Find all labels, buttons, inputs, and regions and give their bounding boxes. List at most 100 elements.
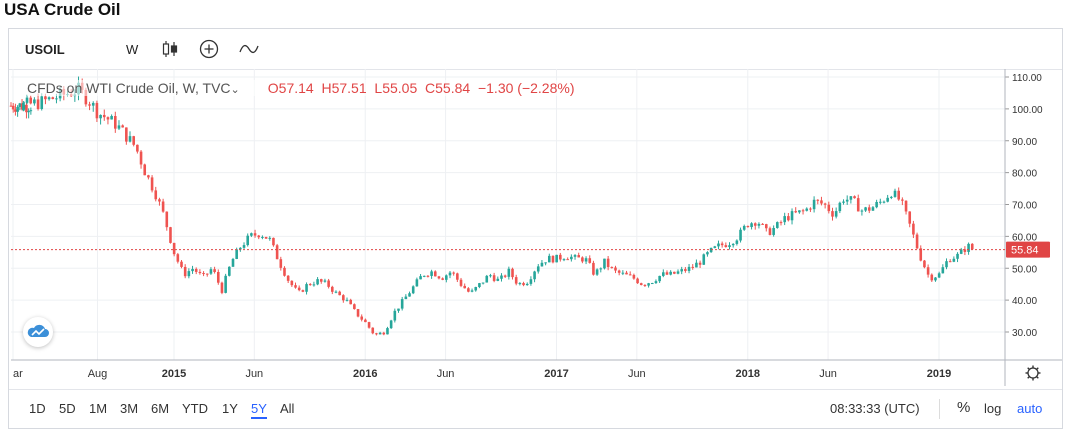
candle-body	[290, 280, 294, 286]
candle-body	[570, 256, 573, 260]
range-1y[interactable]: 1Y	[222, 401, 238, 416]
candle-body	[720, 243, 724, 246]
candle-body	[776, 222, 779, 228]
y-tick-label: 100.00	[1012, 105, 1043, 116]
candle-body	[228, 266, 231, 276]
candle-body	[360, 316, 364, 320]
candle-body	[375, 333, 378, 335]
y-tick-label: 110.00	[1012, 73, 1042, 84]
candle-body	[242, 245, 246, 248]
candle-body	[643, 284, 647, 286]
x-tick-label: Jun	[628, 368, 646, 380]
compare-icon[interactable]	[238, 38, 260, 60]
candle-body	[400, 299, 404, 309]
candle-body	[128, 136, 132, 142]
candles-icon[interactable]	[159, 38, 181, 60]
candle-body	[40, 96, 44, 109]
symbol-search[interactable]: USOIL	[25, 42, 65, 57]
candle-body	[658, 275, 661, 282]
candle-body	[55, 98, 58, 100]
auto-scale-button[interactable]: auto	[1017, 401, 1043, 416]
candle-body	[16, 106, 19, 112]
x-tick-label: 2015	[162, 368, 186, 380]
candle-body	[764, 224, 768, 229]
log-scale-button[interactable]: log	[984, 401, 1002, 416]
candle-body	[261, 236, 264, 238]
range-1m[interactable]: 1M	[89, 401, 108, 416]
y-tick-label: 50.00	[1012, 264, 1037, 275]
candle-body	[948, 261, 952, 263]
candle-body	[787, 216, 790, 221]
add-indicator-icon[interactable]	[198, 38, 220, 60]
candle-body	[647, 283, 650, 286]
candle-body	[29, 97, 33, 104]
range-5d[interactable]: 5D	[59, 401, 76, 416]
interval-selector[interactable]: W	[126, 42, 139, 57]
candle-body	[625, 272, 628, 275]
candle-body	[470, 290, 474, 292]
range-all[interactable]: All	[280, 401, 295, 416]
candle-body	[441, 278, 444, 280]
candle-body	[779, 222, 783, 224]
y-tick-label: 40.00	[1012, 296, 1037, 307]
chevron-down-icon[interactable]: ⌄	[230, 84, 240, 96]
candle-body	[176, 254, 180, 262]
candle-body	[172, 242, 176, 255]
range-ytd[interactable]: YTD	[182, 401, 208, 416]
y-tick-label: 60.00	[1012, 232, 1037, 243]
candle-body	[33, 99, 36, 104]
candle-body	[555, 254, 558, 263]
candle-body	[125, 127, 128, 142]
legend-description[interactable]: CFDs on WTI Crude Oil, W, TVC	[27, 80, 231, 96]
candle-body	[202, 273, 205, 275]
candle-body	[419, 276, 422, 280]
candle-body	[812, 199, 816, 210]
price-chart[interactable]: 110.00 100.00 90.00 80.00 70.00 60.00 50.00 40.…	[9, 69, 1062, 389]
range-5y[interactable]: 5Y	[251, 401, 267, 419]
candle-body	[312, 284, 316, 286]
candle-body	[871, 207, 875, 211]
range-toolbar: 1D 5D 1M 3M 6M YTD 1Y 5Y All 08:33:33 (U…	[9, 389, 1062, 430]
x-tick-label: ar	[13, 368, 23, 380]
candle-body	[739, 229, 742, 241]
candle-body	[904, 200, 908, 212]
candle-body	[890, 196, 893, 198]
candle-body	[426, 275, 430, 277]
candle-body	[827, 204, 831, 212]
candle-body	[330, 286, 334, 292]
candle-body	[746, 225, 750, 228]
candle-body	[952, 258, 956, 262]
candle-body	[893, 190, 897, 197]
range-6m[interactable]: 6M	[151, 401, 170, 416]
candle-body	[139, 151, 143, 165]
y-tick-label: 30.00	[1012, 328, 1037, 339]
clock-time[interactable]: 08:33:33 (UTC)	[830, 401, 920, 416]
candle-body	[603, 258, 606, 269]
candle-body	[305, 284, 308, 292]
candle-body	[47, 97, 51, 100]
range-3m[interactable]: 3M	[120, 401, 139, 416]
candle-body	[231, 258, 235, 267]
percent-scale-button[interactable]: %	[957, 399, 971, 416]
candle-body	[110, 116, 113, 120]
candle-body	[834, 211, 838, 217]
candle-body	[319, 279, 323, 282]
tradingview-logo[interactable]	[23, 317, 53, 347]
candle-body	[356, 309, 360, 317]
candle-body	[599, 268, 603, 270]
range-1d[interactable]: 1D	[29, 401, 46, 416]
candle-body	[404, 296, 408, 300]
candle-body	[216, 272, 220, 283]
candle-body	[411, 286, 415, 294]
candle-body	[592, 262, 595, 275]
last-price-badge	[1006, 241, 1050, 258]
candle-body	[14, 109, 17, 112]
candle-body	[823, 203, 827, 205]
candle-body	[169, 227, 172, 243]
candle-body	[433, 271, 437, 277]
candle-body	[308, 284, 312, 286]
candle-body	[187, 271, 191, 277]
gear-icon[interactable]	[1025, 365, 1041, 381]
candle-body	[408, 293, 411, 297]
x-tick-label: Jun	[245, 368, 263, 380]
